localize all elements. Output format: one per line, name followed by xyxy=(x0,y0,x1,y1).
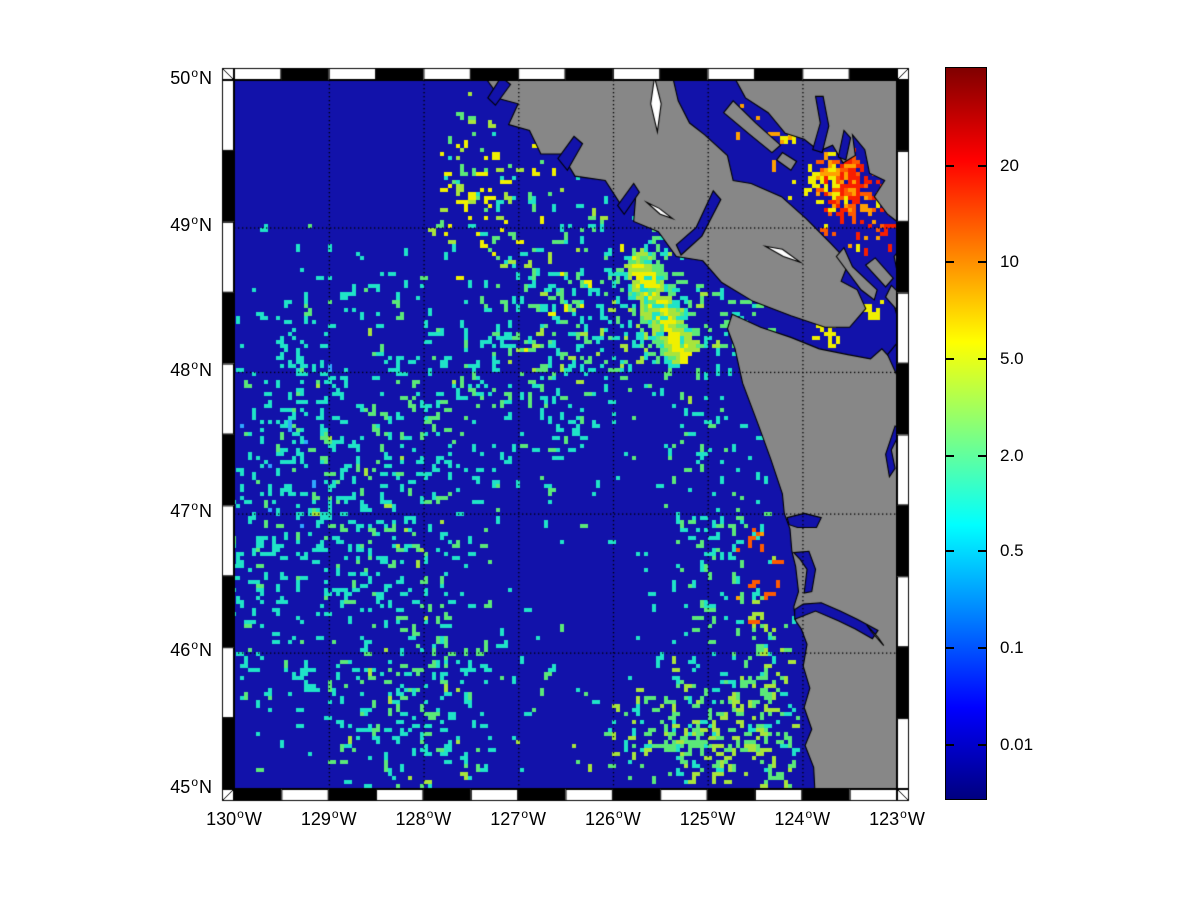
tick-number: 124 xyxy=(774,809,805,829)
tick-number: 48 xyxy=(170,359,191,380)
x-tick-label: 129oW xyxy=(274,807,384,830)
hemisphere-letter: W xyxy=(718,809,736,829)
tick-number: 129 xyxy=(300,809,331,829)
hemisphere-letter: N xyxy=(199,68,212,88)
y-tick-label: 48oN xyxy=(0,357,212,381)
hemisphere-letter: W xyxy=(813,809,831,829)
degree-symbol: o xyxy=(191,775,198,789)
colorbar-tick-label: 5.0 xyxy=(1000,349,1024,368)
colorbar-tick-label: 0.1 xyxy=(1000,637,1024,657)
x-tick-label: 123oW xyxy=(842,807,952,830)
degree-symbol: o xyxy=(191,638,198,653)
colorbar-tick-right xyxy=(978,261,986,264)
degree-symbol: o xyxy=(900,807,907,821)
hemisphere-letter: N xyxy=(199,640,212,661)
hemisphere-letter: N xyxy=(199,215,212,236)
y-tick-label: 46oN xyxy=(0,638,212,661)
colorbar: 20 10 5.0 2.0 0.5 0.1 0.01 xyxy=(945,67,1033,800)
tick-number: 130 xyxy=(206,809,237,829)
colorbar-tick-left xyxy=(946,744,954,747)
x-tick-label: 124oW xyxy=(747,807,857,830)
colorbar-tick-left xyxy=(946,261,954,264)
hemisphere-letter: N xyxy=(199,777,212,797)
degree-symbol: o xyxy=(521,807,528,821)
hemisphere-letter: W xyxy=(434,809,452,829)
x-tick-label: 127oW xyxy=(463,807,573,830)
colorbar-tick-right xyxy=(978,550,986,553)
tick-number: 45 xyxy=(170,777,191,797)
colorbar-tick-right xyxy=(978,744,986,747)
colorbar-tick-left xyxy=(946,358,954,360)
colorbar-tick-left xyxy=(946,550,954,553)
colorbar-tick-label: 0.01 xyxy=(1000,735,1034,755)
tick-number: 127 xyxy=(490,809,521,829)
tick-number: 126 xyxy=(584,809,616,829)
colorbar-tick-label: 20 xyxy=(1000,156,1019,176)
colorbar-tick-right xyxy=(978,646,986,649)
hemisphere-letter: N xyxy=(199,501,212,522)
degree-symbol: o xyxy=(331,807,339,821)
tick-number: 49 xyxy=(170,215,191,236)
degree-symbol: o xyxy=(710,807,718,821)
y-tick-label: 50oN xyxy=(0,66,212,89)
hemisphere-letter: W xyxy=(339,809,357,829)
tick-number: 50 xyxy=(170,68,191,88)
hemisphere-letter: W xyxy=(529,809,546,829)
hemisphere-letter: N xyxy=(199,359,212,380)
degree-symbol: o xyxy=(616,807,623,821)
y-tick-label: 47oN xyxy=(0,499,212,522)
colorbar-tick-left xyxy=(946,646,954,649)
hemisphere-letter: W xyxy=(907,809,925,829)
tick-number: 47 xyxy=(170,501,191,522)
tick-number: 46 xyxy=(170,640,191,661)
degree-symbol: o xyxy=(191,499,198,514)
degree-symbol: o xyxy=(191,66,198,80)
degree-symbol: o xyxy=(805,807,813,821)
y-tick-label: 45oN xyxy=(0,775,212,798)
tick-number: 123 xyxy=(869,809,900,829)
x-tick-label: 130oW xyxy=(179,807,289,830)
degree-symbol: o xyxy=(237,807,244,821)
colorbar-tick-left xyxy=(946,454,954,457)
colorbar-tick-right xyxy=(978,358,986,360)
colorbar-tick-label: 0.5 xyxy=(1000,541,1024,561)
hemisphere-letter: W xyxy=(623,809,641,829)
colorbar-tick-label: 10 xyxy=(1000,252,1019,272)
colorbar-tick-right xyxy=(978,165,986,168)
x-tick-label: 125oW xyxy=(653,807,763,830)
tick-number: 125 xyxy=(679,809,710,829)
x-tick-label: 126oW xyxy=(558,807,668,830)
y-tick-label: 49oN xyxy=(0,213,212,236)
x-tick-label: 128oW xyxy=(368,807,478,830)
colorbar-tick-right xyxy=(978,454,986,457)
degree-symbol: o xyxy=(191,357,198,372)
hemisphere-letter: W xyxy=(244,809,262,829)
tick-number: 128 xyxy=(395,809,426,829)
colorbar-tick-left xyxy=(946,165,954,168)
degree-symbol: o xyxy=(426,807,434,821)
degree-symbol: o xyxy=(191,213,198,228)
colorbar-tick-label: 2.0 xyxy=(1000,445,1024,465)
